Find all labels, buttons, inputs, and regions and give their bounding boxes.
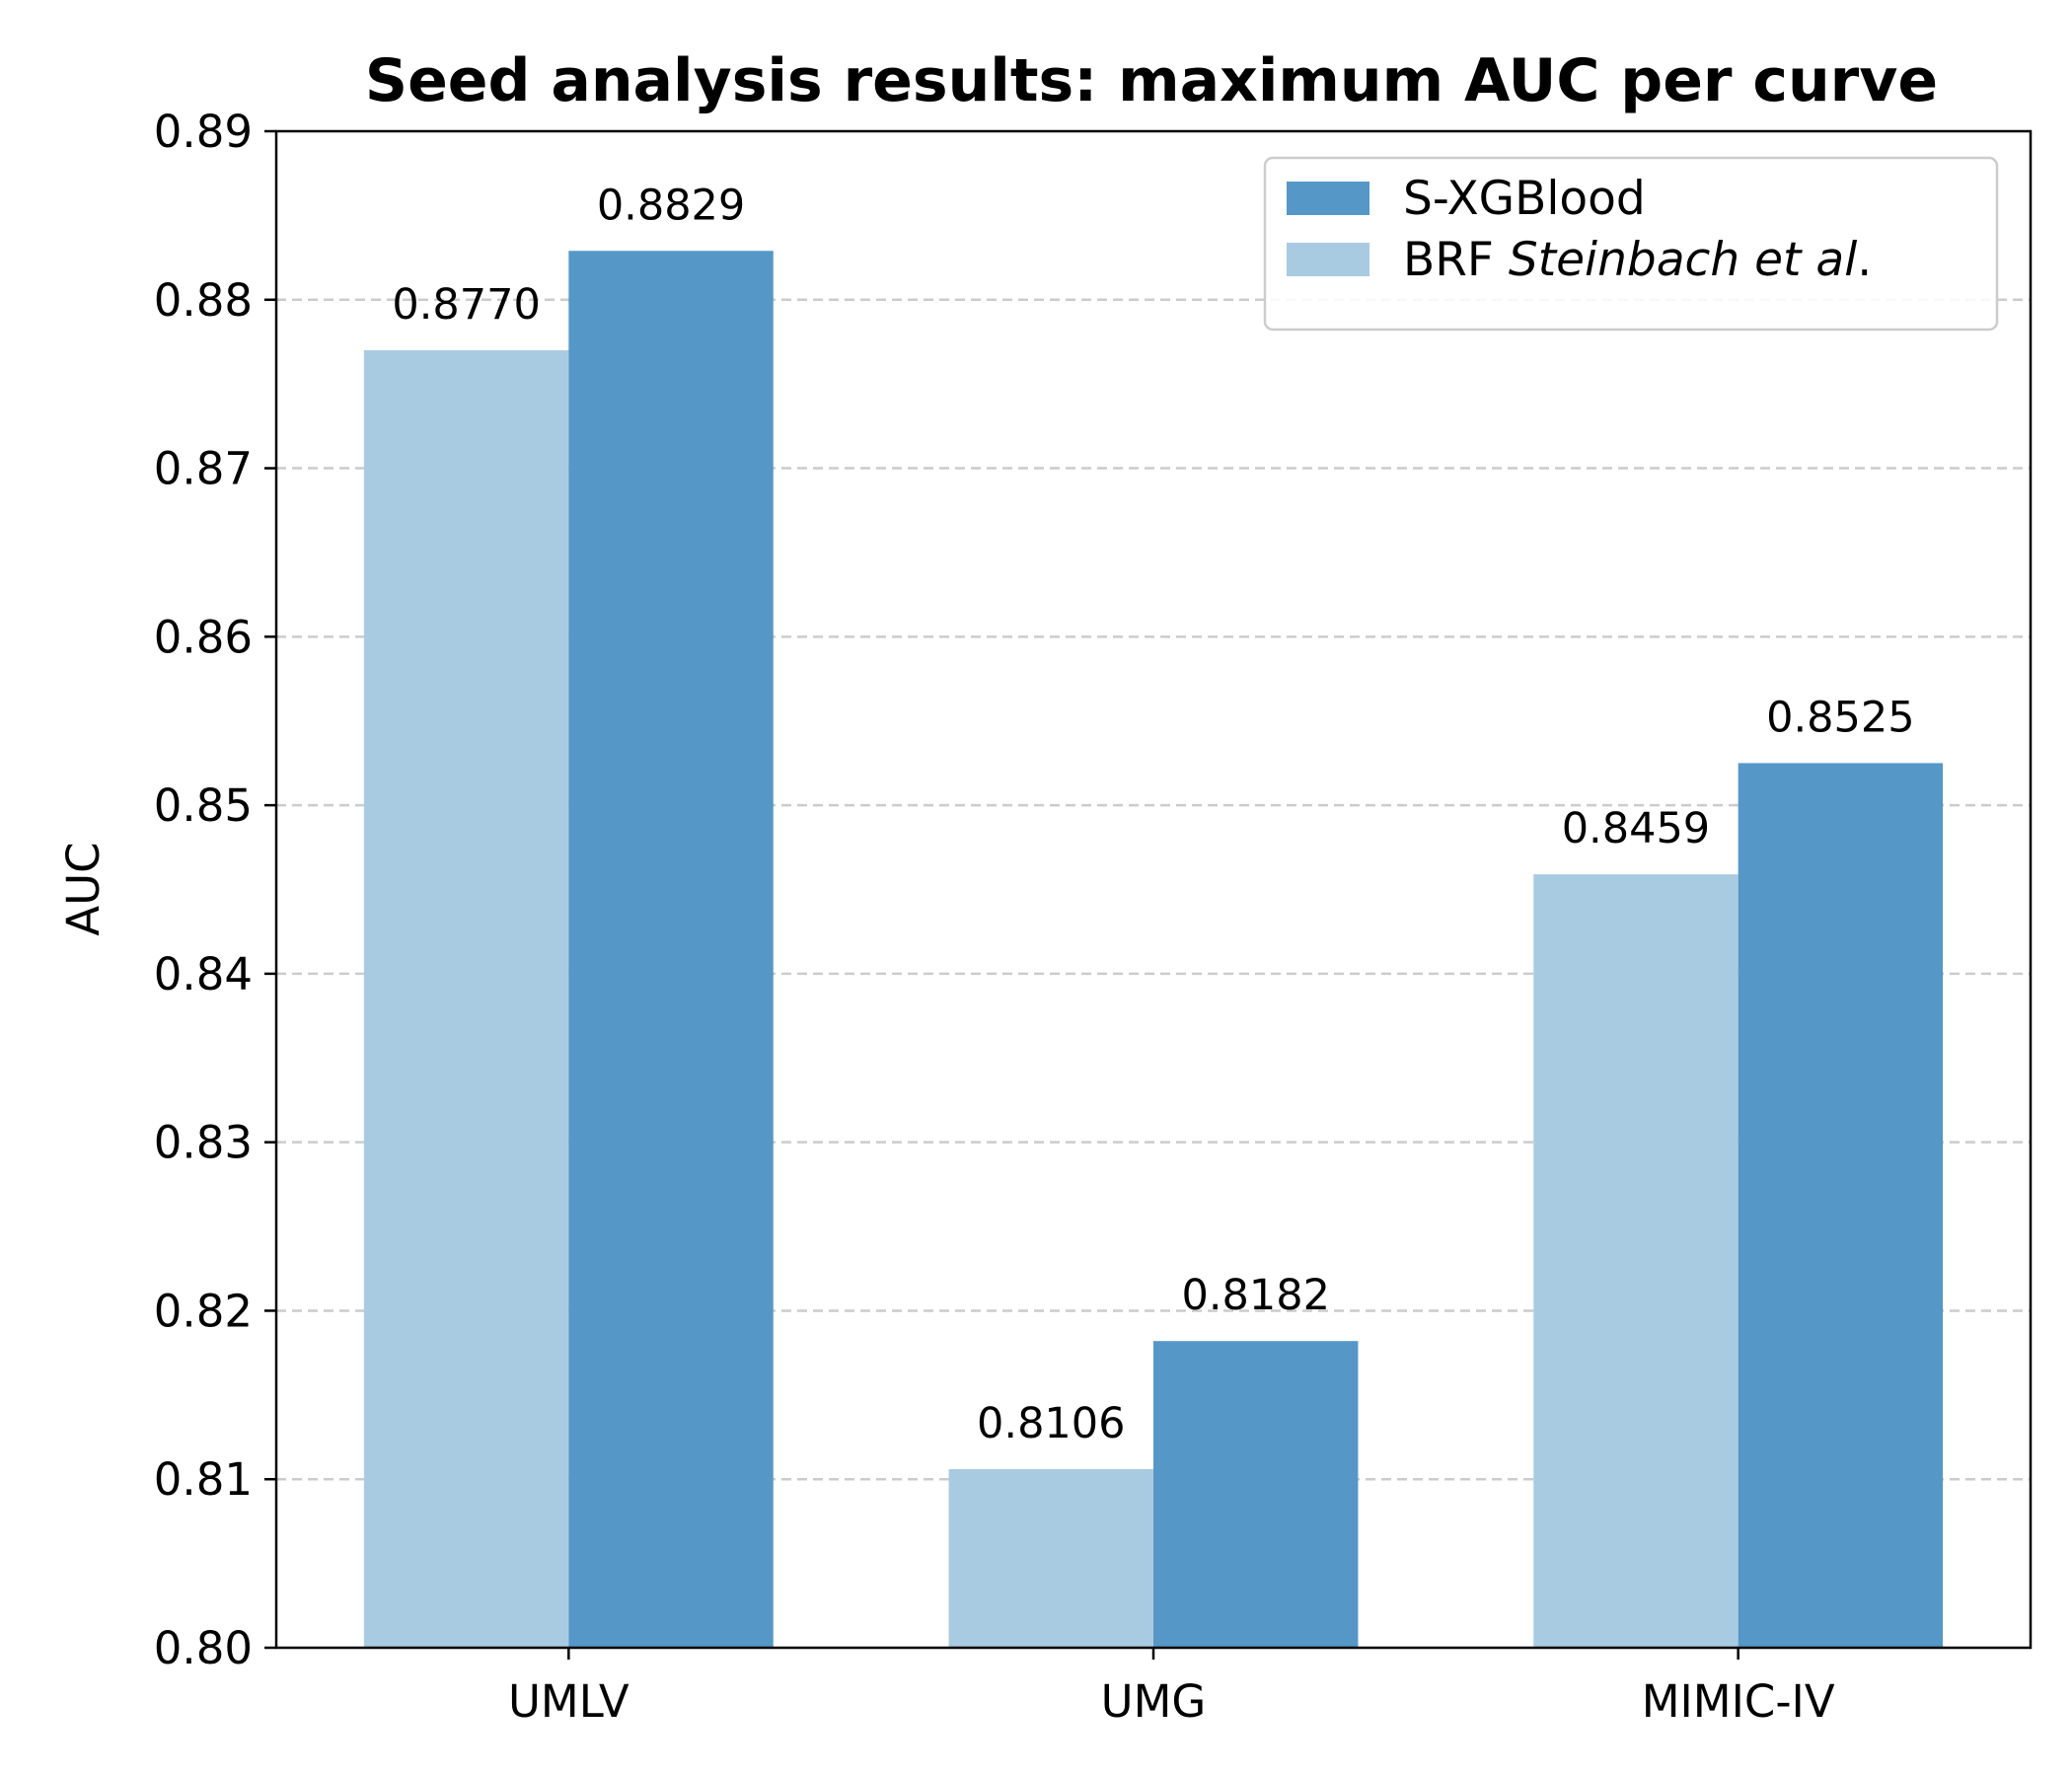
data-label: 0.8182 [1181, 1271, 1329, 1320]
data-label: 0.8829 [597, 181, 745, 230]
chart-title: Seed analysis results: maximum AUC per c… [365, 46, 1938, 115]
y-tick-label: 0.83 [154, 1117, 253, 1169]
legend: S-XGBlood BRF Steinbach et al. [1263, 156, 1999, 332]
bar [1738, 763, 1944, 1648]
x-axis: UMLV UMG MIMIC-IV [508, 1648, 1835, 1728]
legend-swatch [1287, 182, 1369, 215]
legend-entry-label: S-XGBlood [1403, 172, 1646, 226]
x-tick-label: MIMIC-IV [1642, 1675, 1835, 1728]
bar [1153, 1341, 1359, 1648]
data-label: 0.8106 [977, 1399, 1125, 1448]
y-tick-label: 0.86 [154, 611, 253, 663]
bar [1533, 874, 1739, 1648]
bars [363, 251, 1944, 1649]
bar [568, 251, 774, 1649]
y-tick-label: 0.87 [154, 443, 253, 495]
legend-entry-label: BRF Steinbach et al. [1403, 233, 1872, 287]
y-tick-label: 0.88 [154, 274, 253, 327]
data-label: 0.8525 [1766, 693, 1914, 742]
y-tick-label: 0.85 [154, 779, 253, 832]
data-label: 0.8459 [1562, 804, 1710, 853]
legend-frame [1263, 156, 1999, 332]
y-tick-label: 0.89 [154, 106, 253, 158]
y-tick-label: 0.81 [154, 1453, 253, 1506]
x-tick-label: UMG [1101, 1675, 1207, 1728]
y-tick-label: 0.80 [154, 1622, 253, 1674]
legend-swatch [1287, 243, 1369, 276]
x-tick-label: UMLV [508, 1675, 629, 1728]
y-tick-label: 0.84 [154, 948, 253, 1000]
y-axis: 0.80 0.81 0.82 0.83 0.84 0.85 0.86 0.87 0.88 0.89 [154, 106, 276, 1674]
y-axis-label: AUC [57, 842, 110, 935]
value-labels: 0.8770 0.8829 0.8106 0.8182 0.8459 0.8525 [392, 181, 1914, 1448]
data-label: 0.8770 [392, 280, 540, 330]
bar [948, 1468, 1153, 1648]
y-tick-label: 0.82 [154, 1285, 253, 1337]
bar [363, 350, 569, 1648]
